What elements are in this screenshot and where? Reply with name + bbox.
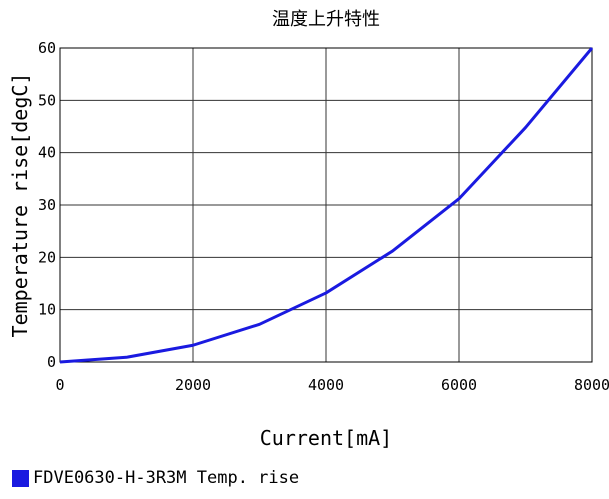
legend-label: FDVE0630-H-3R3M Temp. rise (33, 468, 300, 488)
chart-title: 温度上升特性 (272, 9, 380, 30)
series-layer (59, 47, 594, 364)
x-tick-label: 8000 (574, 376, 609, 394)
grid (59, 47, 593, 363)
y-tick-label: 0 (47, 353, 56, 371)
y-tick-label: 60 (38, 39, 56, 57)
series-line (59, 47, 594, 364)
x-tick-label: 4000 (308, 376, 344, 394)
y-tick-label: 10 (38, 301, 56, 319)
plot-frame (59, 47, 593, 363)
y-tick-label: 40 (38, 144, 56, 162)
y-tick-label: 20 (38, 248, 56, 266)
x-tick-label: 0 (55, 376, 64, 394)
y-tick-label: 30 (38, 196, 56, 214)
legend-swatch (12, 469, 29, 487)
x-axis-label: Current[mA] (260, 426, 392, 450)
y-tick-labels: 0 10 20 30 40 50 60 (38, 39, 56, 371)
x-tick-label: 6000 (441, 376, 477, 394)
x-tick-labels: 0 2000 4000 6000 8000 (55, 376, 609, 394)
x-tick-label: 2000 (175, 376, 211, 394)
y-tick-label: 50 (38, 91, 56, 109)
y-axis-label: Temperature rise[degC] (8, 73, 32, 338)
legend: FDVE0630-H-3R3M Temp. rise (12, 468, 299, 488)
